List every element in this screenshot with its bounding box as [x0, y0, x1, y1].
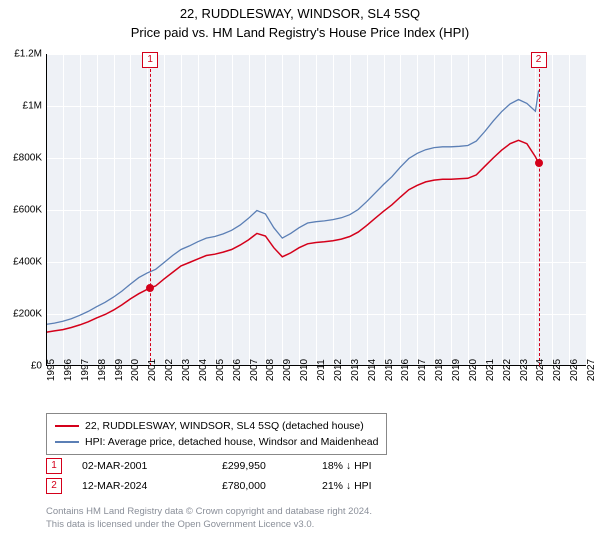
chart-title-subtitle: Price paid vs. HM Land Registry's House … [0, 21, 600, 46]
x-axis: 1995199619971998199920002001200220032004… [46, 366, 586, 406]
chart-lines [46, 54, 586, 366]
event-row-2: 2 12-MAR-2024 £780,000 21% ↓ HPI [46, 476, 442, 496]
event-price-1: £299,950 [222, 460, 322, 472]
event-delta-2: 21% ↓ HPI [322, 480, 442, 492]
event-date-1: 02-MAR-2001 [82, 460, 222, 472]
legend-item-hpi: HPI: Average price, detached house, Wind… [55, 434, 378, 450]
attribution-line-1: Contains HM Land Registry data © Crown c… [46, 505, 372, 518]
legend: 22, RUDDLESWAY, WINDSOR, SL4 5SQ (detach… [46, 413, 387, 455]
plot-area: 12 [46, 54, 586, 366]
events-table: 1 02-MAR-2001 £299,950 18% ↓ HPI 2 12-MA… [46, 456, 442, 496]
chart-container: { "title": { "address": "22, RUDDLESWAY,… [0, 0, 600, 560]
event-badge-2: 2 [46, 478, 62, 494]
legend-swatch-hpi [55, 441, 79, 443]
legend-label-hpi: HPI: Average price, detached house, Wind… [85, 434, 378, 450]
attribution-line-2: This data is licensed under the Open Gov… [46, 518, 372, 531]
legend-label-price-paid: 22, RUDDLESWAY, WINDSOR, SL4 5SQ (detach… [85, 418, 364, 434]
y-axis-line [46, 54, 47, 366]
attribution: Contains HM Land Registry data © Crown c… [46, 505, 372, 531]
event-date-2: 12-MAR-2024 [82, 480, 222, 492]
event-row-1: 1 02-MAR-2001 £299,950 18% ↓ HPI [46, 456, 442, 476]
legend-swatch-price-paid [55, 425, 79, 427]
event-badge-1: 1 [46, 458, 62, 474]
chart-title-address: 22, RUDDLESWAY, WINDSOR, SL4 5SQ [0, 0, 600, 21]
event-delta-1: 18% ↓ HPI [322, 460, 442, 472]
y-axis: £0£200K£400K£600K£800K£1M£1.2M [0, 54, 46, 366]
event-price-2: £780,000 [222, 480, 322, 492]
legend-item-price-paid: 22, RUDDLESWAY, WINDSOR, SL4 5SQ (detach… [55, 418, 378, 434]
